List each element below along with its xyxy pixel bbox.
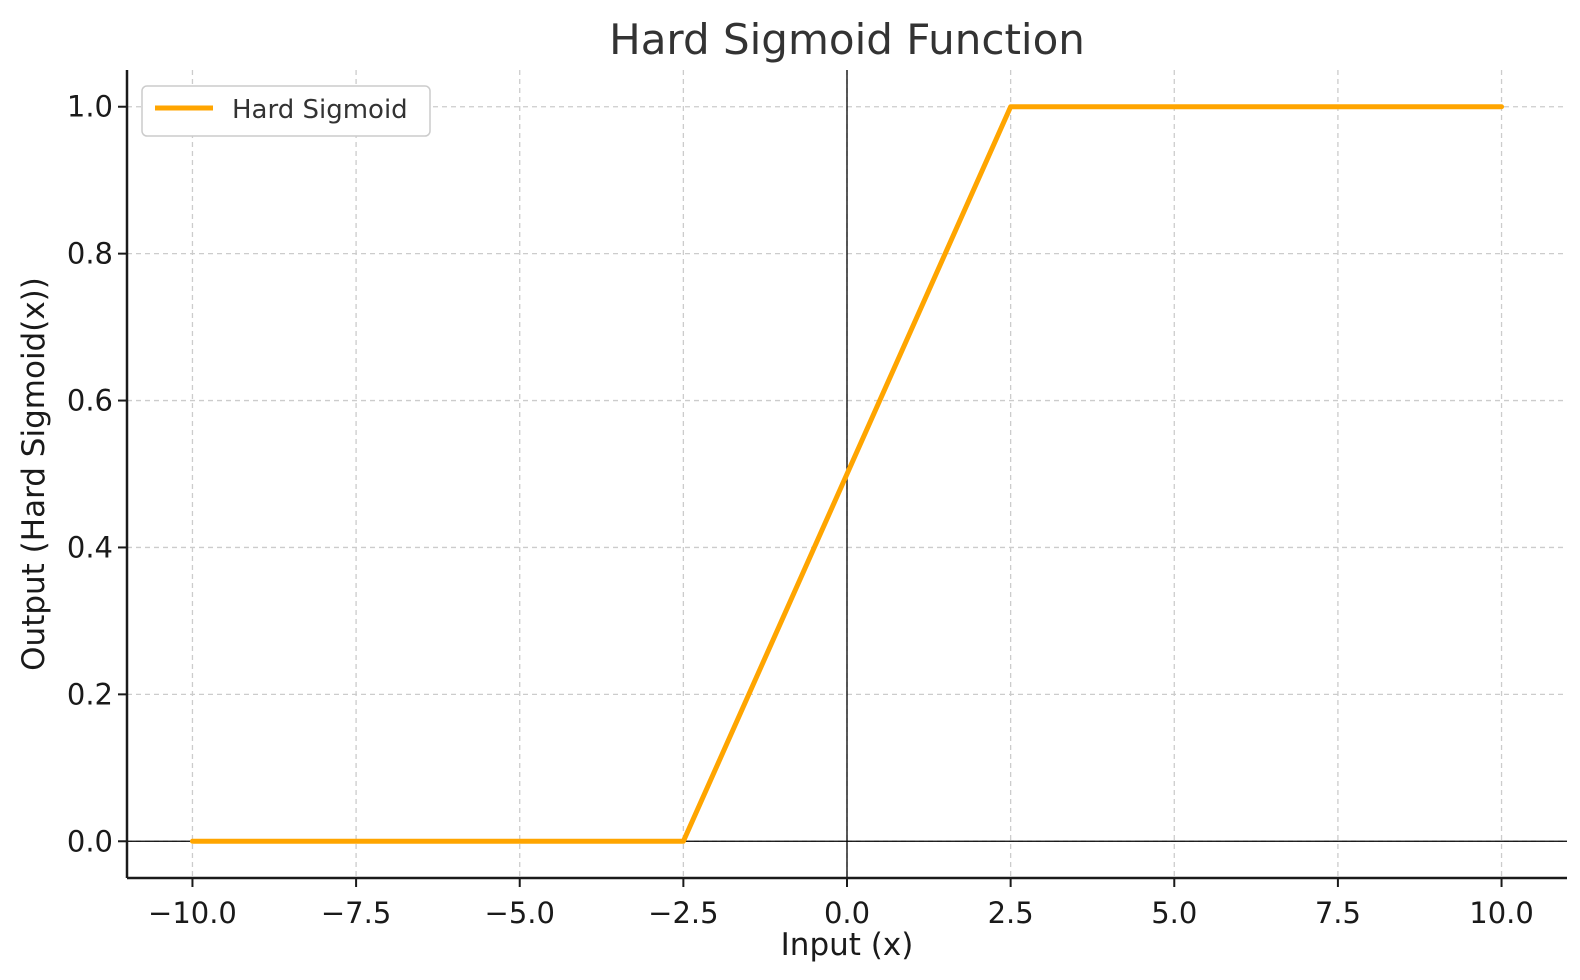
y-ticks: 0.0 0.2 0.4 0.6 0.8 1.0 (67, 90, 127, 858)
y-tick-label: 0.2 (67, 677, 113, 711)
x-tick-label: 10.0 (1469, 896, 1534, 930)
legend-label-hard-sigmoid: Hard Sigmoid (232, 95, 408, 125)
x-tick-label: −2.5 (648, 896, 718, 930)
x-tick-label: −7.5 (321, 896, 391, 930)
x-ticks: −10.0 −7.5 −5.0 −2.5 0.0 2.5 5.0 7.5 10.0 (148, 878, 1534, 930)
y-axis-label: Output (Hard Sigmoid(x)) (16, 277, 52, 671)
legend: Hard Sigmoid (141, 85, 431, 137)
y-tick-label: 0.0 (67, 824, 113, 858)
x-tick-label: −5.0 (485, 896, 555, 930)
x-tick-label: 0.0 (824, 896, 870, 930)
chart-title: Hard Sigmoid Function (609, 15, 1085, 64)
series-line-hard-sigmoid (189, 104, 1505, 844)
series-layer (189, 104, 1505, 844)
y-tick-label: 1.0 (67, 90, 113, 124)
x-tick-label: 2.5 (988, 896, 1034, 930)
y-tick-label: 0.8 (67, 237, 113, 271)
y-tick-label: 0.4 (67, 530, 113, 564)
x-axis-label: Input (x) (781, 927, 914, 963)
x-tick-label: 5.0 (1151, 896, 1197, 930)
legend-box (141, 85, 431, 137)
x-tick-label: −10.0 (148, 896, 237, 930)
x-tick-label: 7.5 (1315, 896, 1361, 930)
y-tick-label: 0.6 (67, 384, 113, 418)
